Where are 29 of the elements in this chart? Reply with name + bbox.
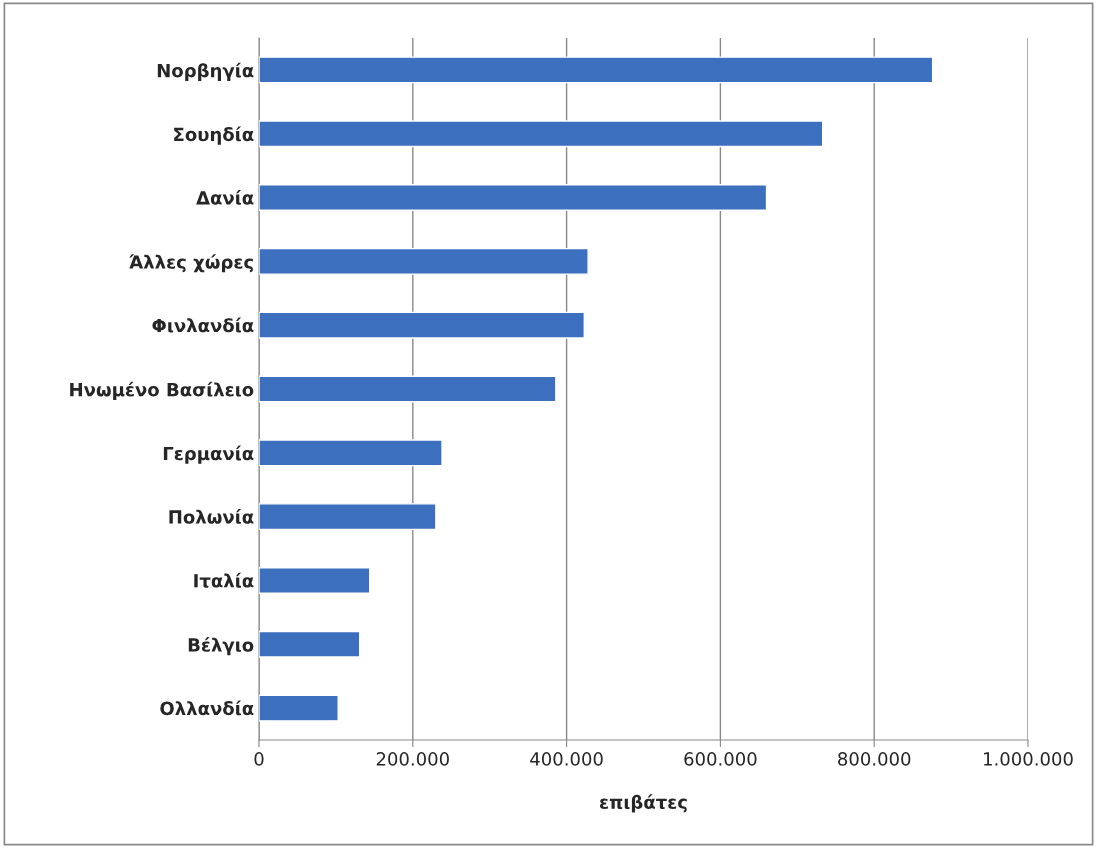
y-tick-label: Ολλανδία <box>160 700 254 716</box>
y-tick-label: Πολωνία <box>169 509 254 524</box>
x-tick-label: 0 <box>254 752 264 766</box>
x-tick-label: 1.000.000 <box>984 752 1073 766</box>
x-tick-label: 400.000 <box>530 752 603 766</box>
x-tick-label: 200.000 <box>376 752 449 766</box>
bar <box>259 184 768 212</box>
y-tick-label: Νορβηγία <box>157 62 254 81</box>
bar <box>259 247 589 275</box>
y-tick-label: Σουηδία <box>174 126 254 145</box>
y-tick-label: Φινλανδία <box>152 317 254 333</box>
bar <box>259 503 437 531</box>
y-tick-label: Ηνωμένο Βασίλειο <box>70 381 254 400</box>
bar <box>259 375 557 403</box>
bar <box>259 566 371 594</box>
x-tick-label: 800.000 <box>838 752 911 766</box>
y-tick-label: Δανία <box>196 189 254 205</box>
bar <box>259 630 361 658</box>
y-tick-label: Βέλγιο <box>188 637 254 656</box>
bar <box>259 120 824 148</box>
y-tick-label: Άλλες χώρες <box>129 254 253 273</box>
bar <box>259 439 443 467</box>
bar <box>259 56 934 84</box>
bar <box>259 694 339 722</box>
y-tick-label: Ιταλία <box>194 572 254 588</box>
y-tick-label: Γερμανία <box>163 445 254 464</box>
bar <box>259 311 585 339</box>
x-tick-label: 600.000 <box>684 752 757 766</box>
x-axis-title: επιβάτες <box>599 794 687 813</box>
